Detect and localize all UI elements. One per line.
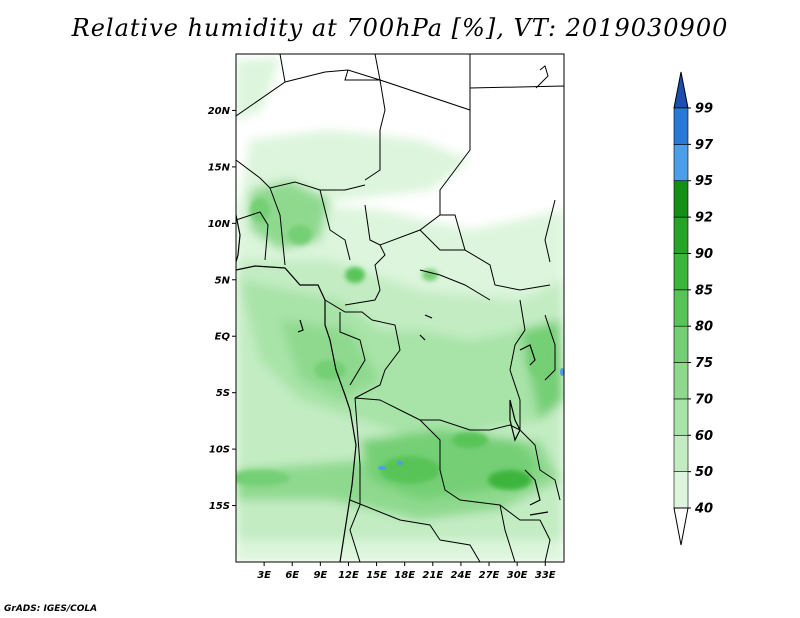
map-area <box>235 53 565 563</box>
longitude-axis: 3E 6E 9E 12E 15E 18E 21E 24E 27E 30E 33E <box>257 562 556 581</box>
colorbar-segment <box>673 180 689 218</box>
colorbar-segment <box>673 398 689 436</box>
colorbar-segment <box>673 253 689 291</box>
country-borders <box>236 54 564 562</box>
humidity-core <box>236 198 552 490</box>
lat-tick-label: 20N <box>208 106 231 117</box>
lat-tick-label: EQ <box>215 332 231 343</box>
lat-tick-label: 15S <box>209 501 230 512</box>
lon-tick-label: 15E <box>366 570 387 581</box>
colorbar-segment <box>673 216 689 254</box>
colorbar-label: 50 <box>695 465 713 480</box>
colorbar: 40 50 60 70 75 80 85 90 92 95 97 99 <box>673 71 714 546</box>
lat-tick-label: 5N <box>215 275 231 286</box>
colorbar-label: 97 <box>695 138 714 153</box>
colorbar-segment <box>673 107 689 145</box>
colorbar-label: 80 <box>695 320 713 335</box>
colorbar-label: 60 <box>695 429 713 444</box>
colorbar-segment <box>673 289 689 327</box>
colorbar-label: 85 <box>695 283 713 298</box>
colorbar-label: 70 <box>695 392 713 407</box>
colorbar-label: 95 <box>695 174 713 189</box>
humidity-patches-blue <box>378 368 564 470</box>
colorbar-segment <box>673 325 689 363</box>
lon-tick-label: 27E <box>479 570 500 581</box>
latitude-axis: 20N 15N 10N 5N EQ 5S 10S 15S <box>208 106 236 512</box>
colorbar-segment <box>673 144 689 182</box>
colorbar-low-triangle <box>673 507 689 546</box>
colorbar-label: 92 <box>695 211 713 226</box>
lat-tick-label: 15N <box>208 162 231 173</box>
colorbar-label: 40 <box>694 502 713 517</box>
lon-tick-label: 24E <box>451 570 472 581</box>
colorbar-label: 75 <box>695 356 713 371</box>
lat-tick-label: 5S <box>216 388 230 399</box>
lon-tick-label: 12E <box>338 570 359 581</box>
lon-tick-label: 21E <box>422 570 443 581</box>
lon-tick-label: 3E <box>257 570 271 581</box>
lon-tick-label: 9E <box>313 570 327 581</box>
lon-tick-label: 33E <box>535 570 556 581</box>
lat-tick-label: 10S <box>209 445 230 456</box>
map-title: Relative humidity at 700hPa [%], VT: 201… <box>71 14 729 42</box>
coastline <box>236 214 549 562</box>
lon-tick-label: 6E <box>285 570 299 581</box>
grads-credit: GrADS: IGES/COLA <box>4 604 98 614</box>
colorbar-segment <box>673 471 689 509</box>
lat-tick-label: 10N <box>208 219 231 230</box>
colorbar-segment <box>673 362 689 400</box>
colorbar-label: 99 <box>695 102 713 117</box>
lon-tick-label: 18E <box>394 570 415 581</box>
colorbar-label: 90 <box>695 247 713 262</box>
colorbar-segment <box>673 434 689 472</box>
lon-tick-label: 30E <box>507 570 528 581</box>
colorbar-high-triangle <box>673 71 689 109</box>
